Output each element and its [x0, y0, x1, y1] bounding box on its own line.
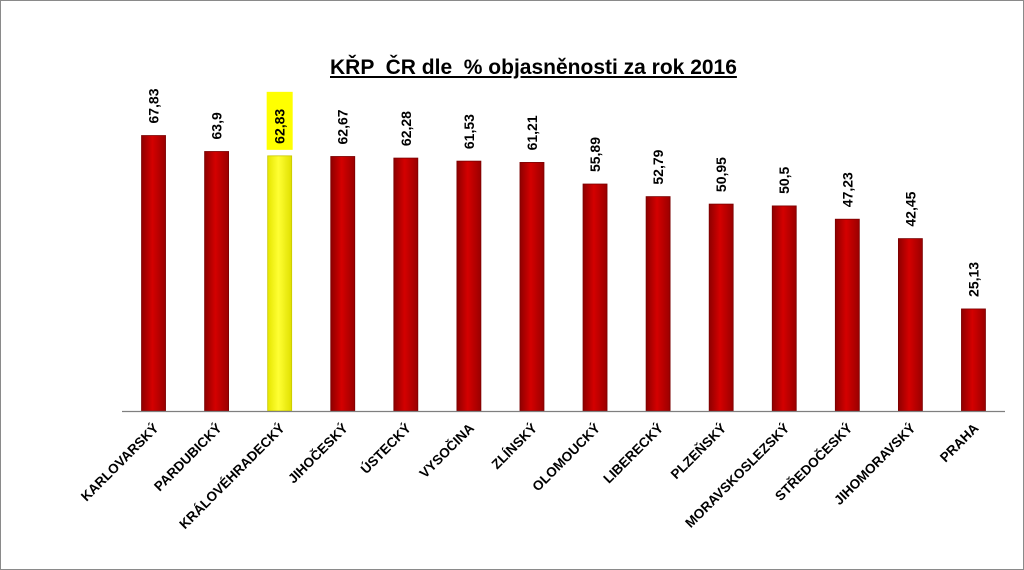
bar-8 [645, 196, 671, 412]
category-label-13: PRAHA [937, 420, 982, 465]
category-label-10: MORAVSKOSLEZSKÝ [682, 421, 792, 531]
category-label-8: LIBERECKÝ [600, 421, 666, 487]
value-label-13: 25,13 [965, 262, 981, 297]
value-label-10: 50,5 [776, 166, 792, 193]
category-label-3: JIHOČESKÝ [285, 421, 351, 487]
bar-10 [771, 205, 797, 412]
bar-1 [204, 151, 230, 412]
highlight-label-background [266, 91, 293, 150]
category-label-9: PLZEŇSKÝ [668, 421, 730, 483]
bar-12 [897, 238, 923, 412]
value-label-11: 47,23 [839, 172, 855, 207]
bar-0 [141, 135, 166, 412]
value-label-3: 62,67 [335, 109, 351, 144]
bar-6 [519, 162, 545, 412]
value-label-5: 61,53 [461, 114, 477, 149]
bar-13 [961, 308, 986, 412]
value-label-1: 63,9 [209, 112, 225, 139]
value-label-12: 42,45 [902, 191, 918, 226]
category-label-0: KARLOVARSKÝ [78, 421, 162, 505]
bar-11 [834, 218, 860, 412]
value-label-6: 61,21 [524, 115, 540, 150]
bar-4 [393, 157, 419, 412]
bar-9 [708, 203, 734, 412]
category-label-6: ZLÍNSKÝ [489, 421, 540, 472]
bar-7 [582, 183, 608, 412]
chart-title: KŘP ČR dle % objasněnosti za rok 2016 [330, 56, 737, 79]
category-label-4: ÚSTECKÝ [358, 421, 414, 477]
value-label-4: 62,28 [398, 111, 414, 146]
bar-3 [330, 156, 356, 412]
value-label-7: 55,89 [587, 137, 603, 172]
category-label-5: VYSOČINA [417, 420, 478, 481]
bar-5 [456, 160, 482, 412]
bar-2 [267, 155, 293, 412]
category-label-7: OLOMOUCKÝ [529, 421, 603, 495]
value-label-0: 67,83 [146, 88, 162, 123]
value-label-2: 62,83 [272, 109, 288, 144]
value-label-8: 52,79 [650, 149, 666, 184]
category-label-2: KRÁLOVÉHRADECKÝ [176, 421, 287, 532]
value-label-9: 50,95 [713, 157, 729, 192]
